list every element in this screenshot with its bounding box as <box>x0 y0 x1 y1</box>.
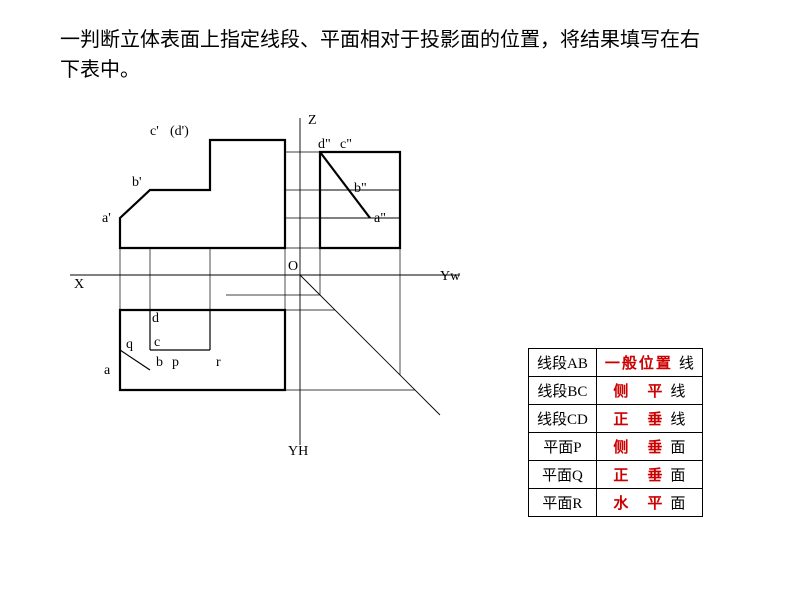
row-label: 线段BC <box>529 377 597 405</box>
projectors <box>120 152 415 390</box>
label-c: c <box>154 335 160 350</box>
w-projection <box>320 152 400 248</box>
label-c-pp: c" <box>340 137 352 152</box>
label-d-pp: d" <box>318 137 331 152</box>
label-a-prime: a' <box>102 211 111 226</box>
label-o: O <box>288 259 298 274</box>
row-answer: 水 平面 <box>596 489 702 517</box>
h-projection-thin <box>120 310 210 370</box>
label-yh: YH <box>288 444 308 459</box>
label-a: a <box>104 363 111 378</box>
label-yw: Yw <box>440 269 461 284</box>
row-answer: 正 垂线 <box>596 405 702 433</box>
table-row: 线段BC 侧 平线 <box>529 377 703 405</box>
row-label: 平面Q <box>529 461 597 489</box>
table-row: 平面R 水 平面 <box>529 489 703 517</box>
row-label: 平面P <box>529 433 597 461</box>
diag-45 <box>300 275 440 415</box>
label-a-pp: a" <box>374 211 386 226</box>
row-answer: 正 垂面 <box>596 461 702 489</box>
projection-diagram: Z X O Yw YH c' (d') b' a' d" c" b" a" d … <box>40 110 500 510</box>
table-row: 平面Q 正 垂面 <box>529 461 703 489</box>
answer-table: 线段AB 一般位置线 线段BC 侧 平线 线段CD 正 垂线 平面P 侧 垂面 … <box>528 348 703 517</box>
row-answer: 侧 垂面 <box>596 433 702 461</box>
label-x: X <box>74 277 84 292</box>
label-b: b <box>156 355 163 370</box>
label-b-prime: b' <box>132 175 142 190</box>
label-z: Z <box>308 113 317 128</box>
row-answer: 侧 平线 <box>596 377 702 405</box>
label-r: r <box>216 355 221 370</box>
question-title: 一判断立体表面上指定线段、平面相对于投影面的位置，将结果填写在右下表中。 <box>60 25 700 85</box>
label-q: q <box>126 337 133 352</box>
row-answer: 一般位置线 <box>596 349 702 377</box>
table-row: 平面P 侧 垂面 <box>529 433 703 461</box>
row-label: 平面R <box>529 489 597 517</box>
label-b-pp: b" <box>354 181 367 196</box>
row-label: 线段AB <box>529 349 597 377</box>
labels: Z X O Yw YH c' (d') b' a' d" c" b" a" d … <box>74 113 461 459</box>
table-row: 线段AB 一般位置线 <box>529 349 703 377</box>
label-p: p <box>172 355 179 370</box>
v-projection <box>120 140 285 248</box>
row-label: 线段CD <box>529 405 597 433</box>
label-d: d <box>152 311 159 326</box>
label-d-prime: (d') <box>170 124 189 139</box>
label-c-prime: c' <box>150 124 159 139</box>
table-row: 线段CD 正 垂线 <box>529 405 703 433</box>
